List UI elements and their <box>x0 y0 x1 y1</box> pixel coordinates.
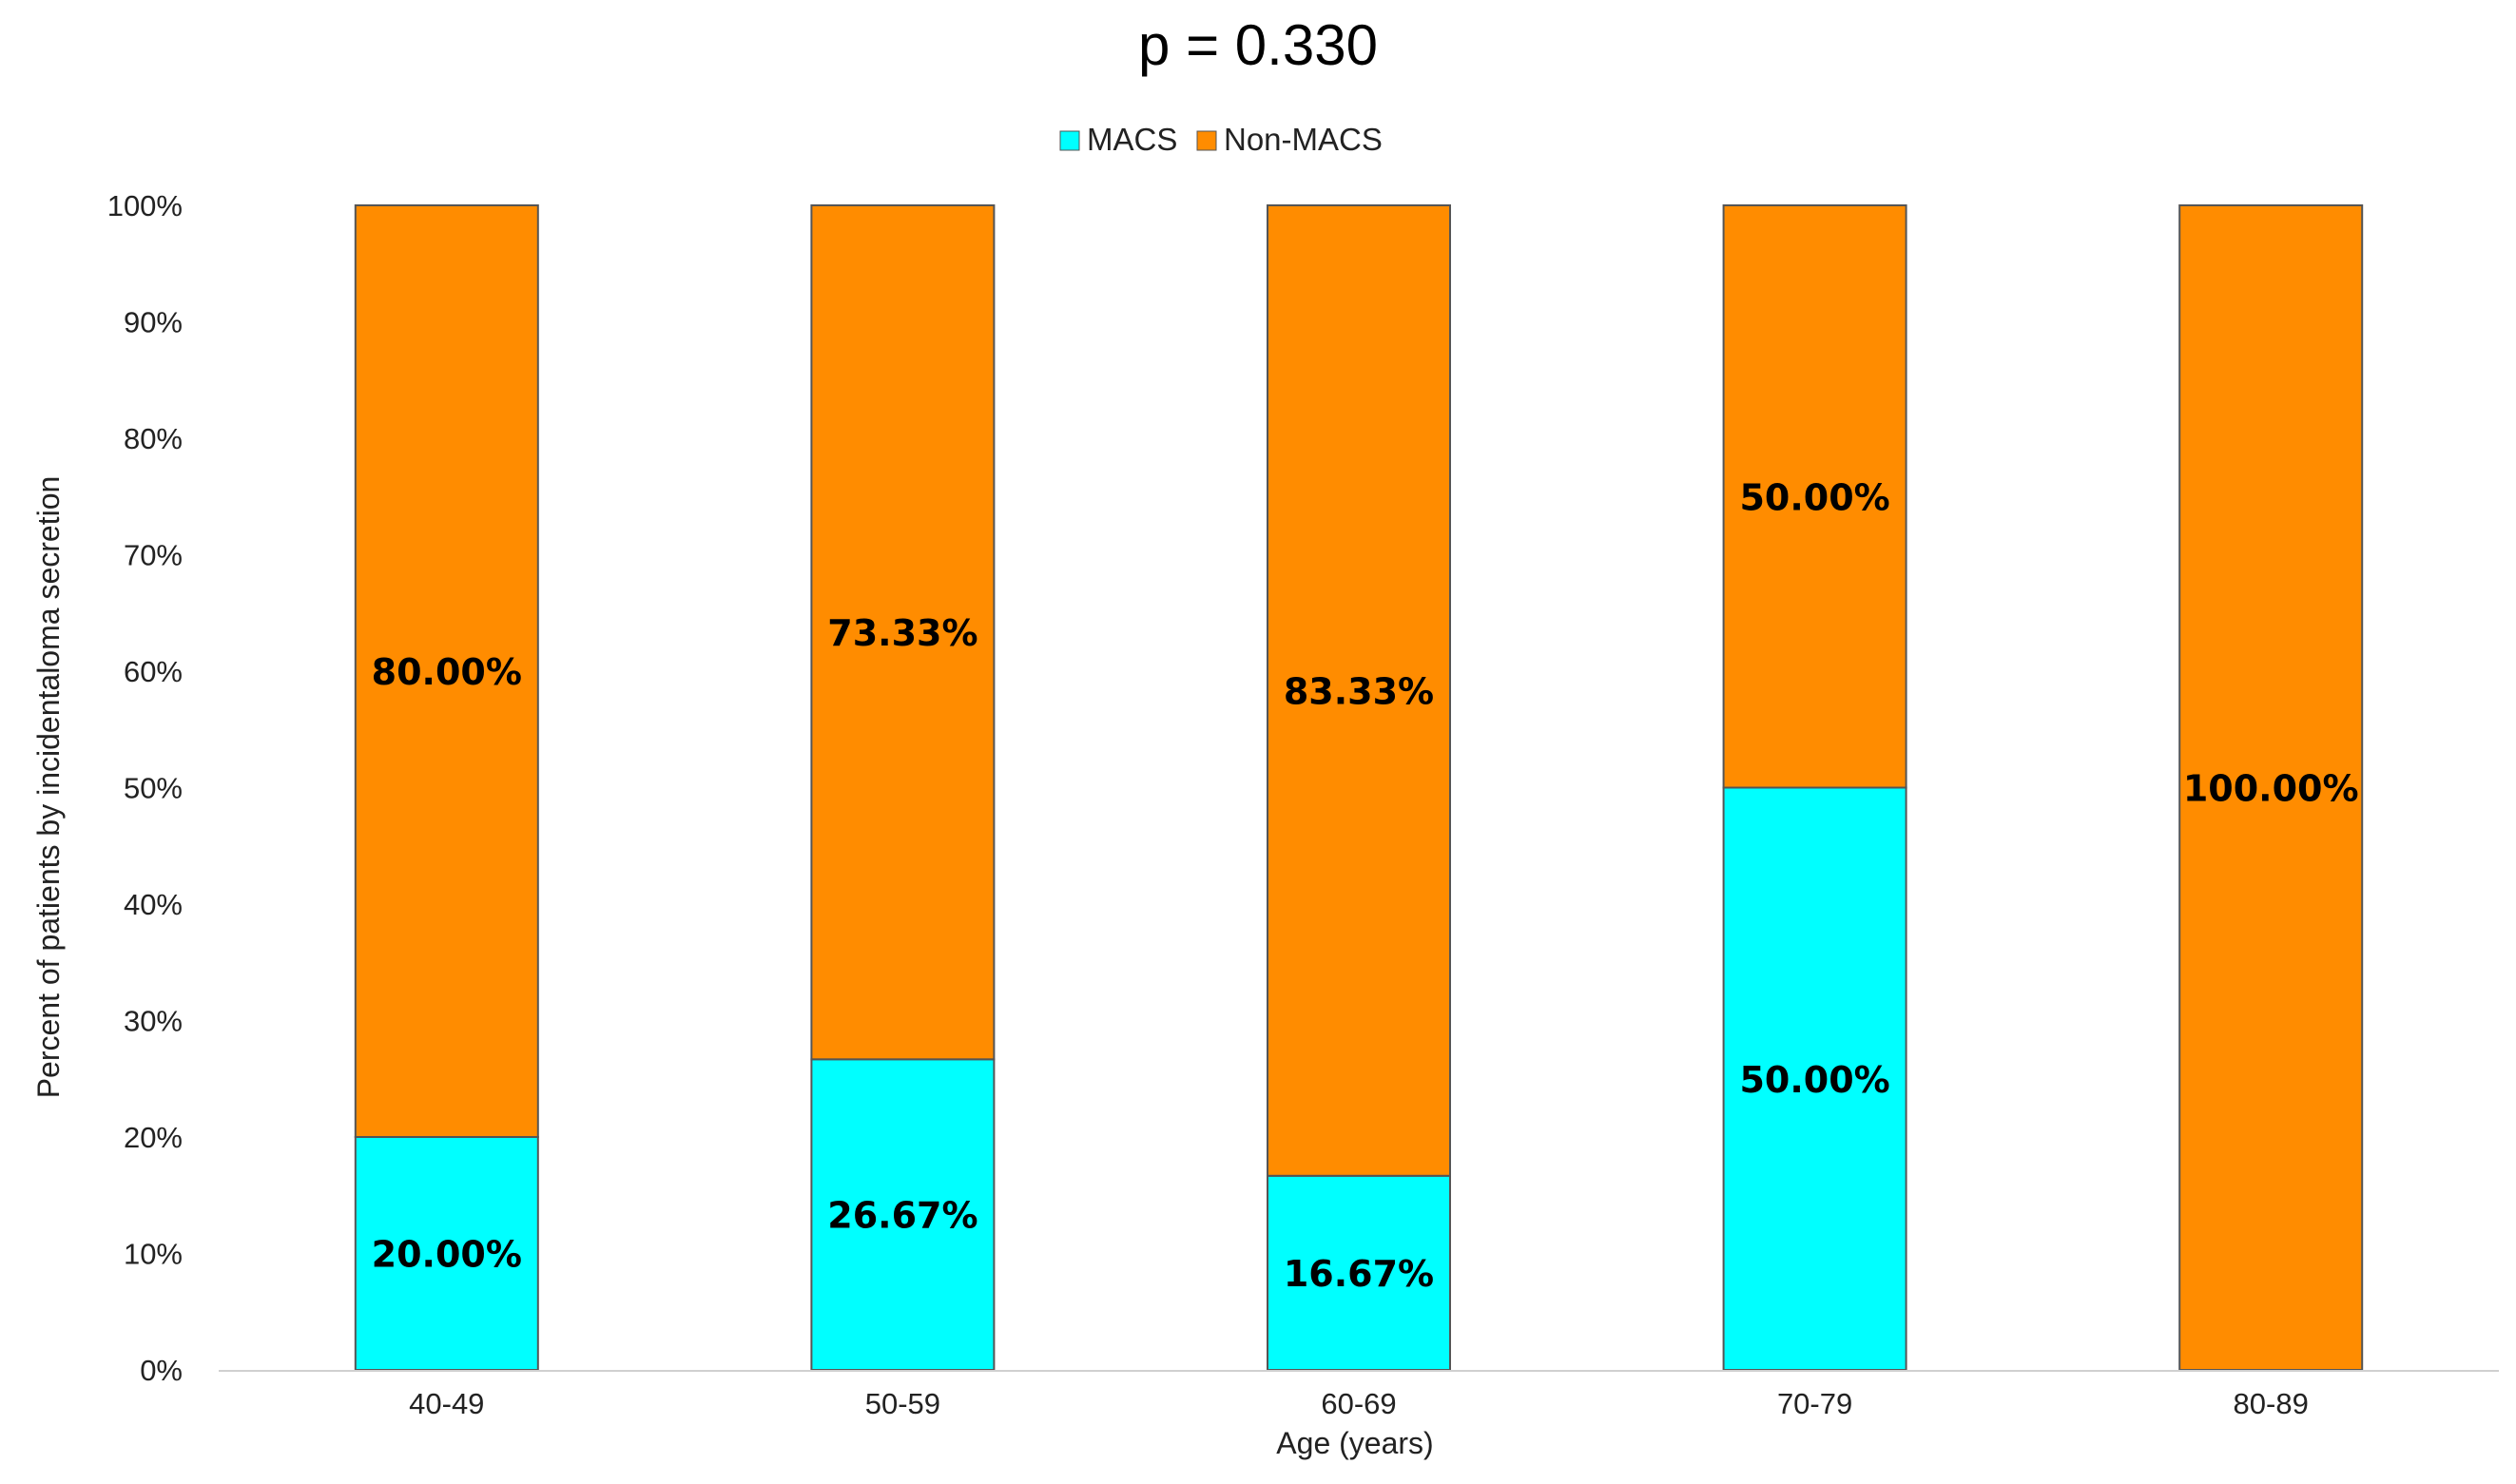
data-label-non-macs-50-59: 73.33% <box>827 612 977 654</box>
x-axis: 40-49 50-59 60-69 70-79 80-89 <box>219 1370 2499 1420</box>
x-tick-label-70-79: 70-79 <box>1777 1387 1852 1420</box>
chart-title: p = 0.330 <box>1138 13 1378 77</box>
data-label-macs-60-69: 16.67% <box>1284 1253 1434 1295</box>
legend-label-macs: MACS <box>1087 122 1177 157</box>
y-tick-label-100: 100% <box>107 189 183 222</box>
bar-non-macs-50-59 <box>810 204 996 1061</box>
bar-macs-50-59 <box>810 1058 996 1371</box>
y-tick-label-10: 10% <box>124 1238 183 1271</box>
legend-label-non-macs: Non-MACS <box>1224 122 1383 157</box>
bar-macs-60-69 <box>1267 1174 1451 1371</box>
y-tick-label-90: 90% <box>124 306 183 339</box>
y-tick-label-80: 80% <box>124 422 183 455</box>
y-tick-label-30: 30% <box>124 1005 183 1038</box>
x-tick-label-50-59: 50-59 <box>865 1387 940 1420</box>
y-tick-label-20: 20% <box>124 1121 183 1154</box>
bar-macs-40-49 <box>354 1136 539 1371</box>
data-label-macs-40-49: 20.00% <box>372 1234 522 1276</box>
y-tick-label-60: 60% <box>124 655 183 688</box>
y-tick-label-40: 40% <box>124 888 183 921</box>
y-tick-label-0: 0% <box>140 1354 183 1387</box>
data-label-macs-70-79: 50.00% <box>1739 1059 1889 1101</box>
chart-legend: MACS Non-MACS <box>1059 122 1383 157</box>
bars-group: 20.00% 80.00% 26.67% 73.33% 16.67% 83.33% 50.0… <box>354 204 2364 1371</box>
bar-non-macs-80-89 <box>2178 204 2364 1371</box>
x-tick-label-60-69: 60-69 <box>1321 1387 1396 1420</box>
legend-swatch-macs <box>1059 130 1080 151</box>
bar-macs-70-79 <box>1722 786 1907 1371</box>
bar-non-macs-60-69 <box>1267 204 1451 1177</box>
x-tick-label-80-89: 80-89 <box>2234 1387 2309 1420</box>
y-axis-label: Percent of patients by incidentaloma sec… <box>31 476 66 1099</box>
y-tick-label-50: 50% <box>124 772 183 805</box>
y-tick-label-70: 70% <box>124 539 183 572</box>
legend-swatch-non-macs <box>1196 130 1217 151</box>
bar-non-macs-70-79 <box>1722 204 1907 789</box>
x-axis-label: Age (years) <box>1276 1426 1433 1460</box>
data-label-macs-50-59: 26.67% <box>827 1195 977 1237</box>
data-label-non-macs-80-89: 100.00% <box>2183 768 2359 810</box>
data-label-non-macs-60-69: 83.33% <box>1284 670 1434 712</box>
bar-non-macs-40-49 <box>354 204 539 1138</box>
data-label-non-macs-40-49: 80.00% <box>372 651 522 693</box>
data-label-non-macs-70-79: 50.00% <box>1739 476 1889 518</box>
x-tick-label-40-49: 40-49 <box>409 1387 484 1420</box>
y-axis: 0% 10% 20% 30% 40% 50% 60% 70% 80% 90% 100% <box>107 189 183 1387</box>
